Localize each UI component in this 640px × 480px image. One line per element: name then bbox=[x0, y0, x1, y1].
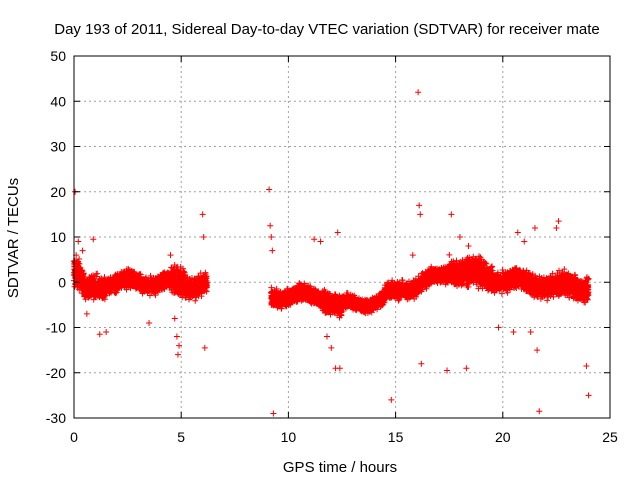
data-point bbox=[94, 270, 101, 277]
data-point bbox=[80, 270, 87, 277]
data-point bbox=[71, 283, 78, 290]
data-point bbox=[78, 267, 85, 273]
data-point bbox=[76, 260, 83, 267]
data-points bbox=[70, 89, 592, 417]
